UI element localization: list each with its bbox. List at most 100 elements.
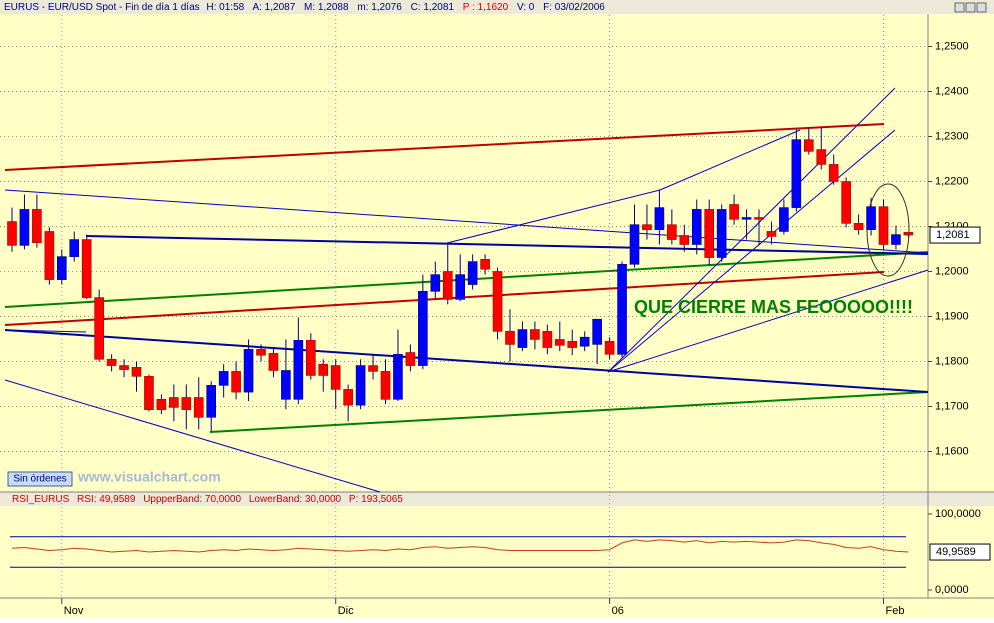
candle-body — [816, 149, 827, 165]
candle-body — [19, 209, 30, 246]
candle-body — [642, 224, 652, 230]
candle-body — [654, 207, 665, 230]
rsi-header-item: P: 193,5065 — [349, 494, 403, 505]
candle-body — [156, 398, 167, 410]
candle-body — [841, 181, 851, 224]
y-tick-label: 1,2400 — [935, 85, 969, 97]
header-item: V: 0 — [517, 2, 535, 13]
orders-button-label[interactable]: Sin órdenes — [13, 474, 66, 485]
watermark: www.visualchart.com — [77, 469, 221, 485]
marks — [7, 127, 914, 568]
candle-body — [592, 318, 602, 345]
header-bar — [0, 0, 994, 14]
candle-body — [803, 139, 814, 152]
rsi-header-bar — [0, 492, 994, 506]
candle-body — [903, 232, 914, 236]
candle-body — [318, 363, 329, 376]
trendline — [4, 329, 929, 393]
header-item: m: 1,2076 — [357, 2, 402, 13]
candle-body — [679, 235, 690, 245]
y-tick-label: 1,2300 — [935, 130, 969, 142]
y-tick-label: 1,2200 — [935, 175, 969, 187]
candle-body — [293, 340, 304, 400]
y-tick-label: 0,0000 — [935, 584, 969, 596]
trendline — [4, 251, 929, 308]
candle-body — [741, 217, 752, 220]
close-button[interactable] — [976, 2, 987, 13]
candle-body — [554, 339, 565, 346]
trendlines — [4, 87, 929, 493]
chart-header: EURUS - EUR/USD Spot - Fin de día 1 días… — [4, 2, 605, 13]
orders-button[interactable] — [7, 471, 73, 487]
trendline — [607, 87, 896, 373]
candle-body — [44, 231, 55, 280]
candle-body — [480, 259, 490, 270]
y-tick-label: 1,2000 — [935, 265, 969, 277]
trendline — [85, 235, 929, 255]
candle-body — [542, 331, 553, 348]
last-value-label: 49,9589 — [936, 546, 976, 558]
candle-body — [579, 336, 590, 347]
chart-title: EURUS - EUR/USD Spot - Fin de día 1 días — [4, 2, 200, 13]
header-item: C: 1,2081 — [411, 2, 455, 13]
header-item: H: 01:58 — [206, 2, 244, 13]
candle-body — [505, 331, 515, 345]
candle-body — [7, 221, 17, 246]
trendline — [446, 189, 661, 244]
candle-body — [206, 385, 216, 418]
rsi-header-item: UppperBand: 70,0000 — [143, 494, 241, 505]
candle-body — [754, 217, 764, 220]
candle-body — [791, 139, 802, 208]
candle-body — [32, 209, 42, 243]
candle-body — [517, 329, 528, 348]
candle-body — [343, 389, 353, 406]
trendline — [4, 379, 381, 493]
minimize-button[interactable] — [954, 2, 965, 13]
y-tick-label: 1,1900 — [935, 310, 969, 322]
candle-body — [305, 340, 316, 376]
candle-body — [779, 207, 789, 232]
candle-body — [56, 256, 67, 280]
last-value-box — [929, 543, 991, 561]
candle-body — [716, 209, 727, 258]
y-tick-label: 1,1700 — [935, 400, 969, 412]
candle-body — [567, 340, 578, 348]
window-buttons — [954, 2, 987, 13]
x-tick-label: Feb — [886, 605, 905, 617]
candle-body — [94, 297, 104, 360]
candle-body — [604, 340, 615, 355]
candle-body — [144, 376, 154, 410]
candle-body — [169, 397, 179, 408]
trendline — [209, 391, 929, 433]
trendline — [607, 129, 896, 373]
candle-body — [418, 290, 428, 366]
trendline — [4, 189, 929, 254]
maximize-button[interactable] — [965, 2, 976, 13]
candle-body — [218, 371, 229, 386]
trendline — [4, 329, 87, 333]
candle-body — [667, 224, 677, 240]
rsi-header-item: RSI: 49,9589 — [77, 494, 136, 505]
header-item: F: 03/02/2006 — [543, 2, 605, 13]
rsi-title: RSI_EURUS — [12, 494, 70, 505]
y-tick-label: 100,0000 — [935, 508, 981, 520]
candle-body — [704, 209, 715, 258]
x-tick-label: 06 — [612, 605, 624, 617]
candle-body — [355, 365, 366, 406]
candle-body — [256, 349, 266, 356]
trendline — [4, 123, 885, 171]
candle-body — [442, 271, 453, 300]
candle-body — [106, 358, 117, 366]
candle-body — [81, 239, 92, 298]
x-tick-label: Nov — [64, 605, 84, 617]
candle-body — [691, 209, 702, 245]
rsi-header-item: LowerBand: 30,0000 — [249, 494, 342, 505]
y-tick-label: 1,2500 — [935, 40, 969, 52]
header-item: P : 1,1620 — [463, 2, 509, 13]
last-value-label: 1,2081 — [936, 229, 970, 241]
candle-body — [629, 224, 640, 265]
candle-body — [281, 370, 291, 400]
candle-body — [530, 329, 540, 340]
candle-body — [393, 353, 403, 400]
candle-body — [866, 206, 876, 230]
